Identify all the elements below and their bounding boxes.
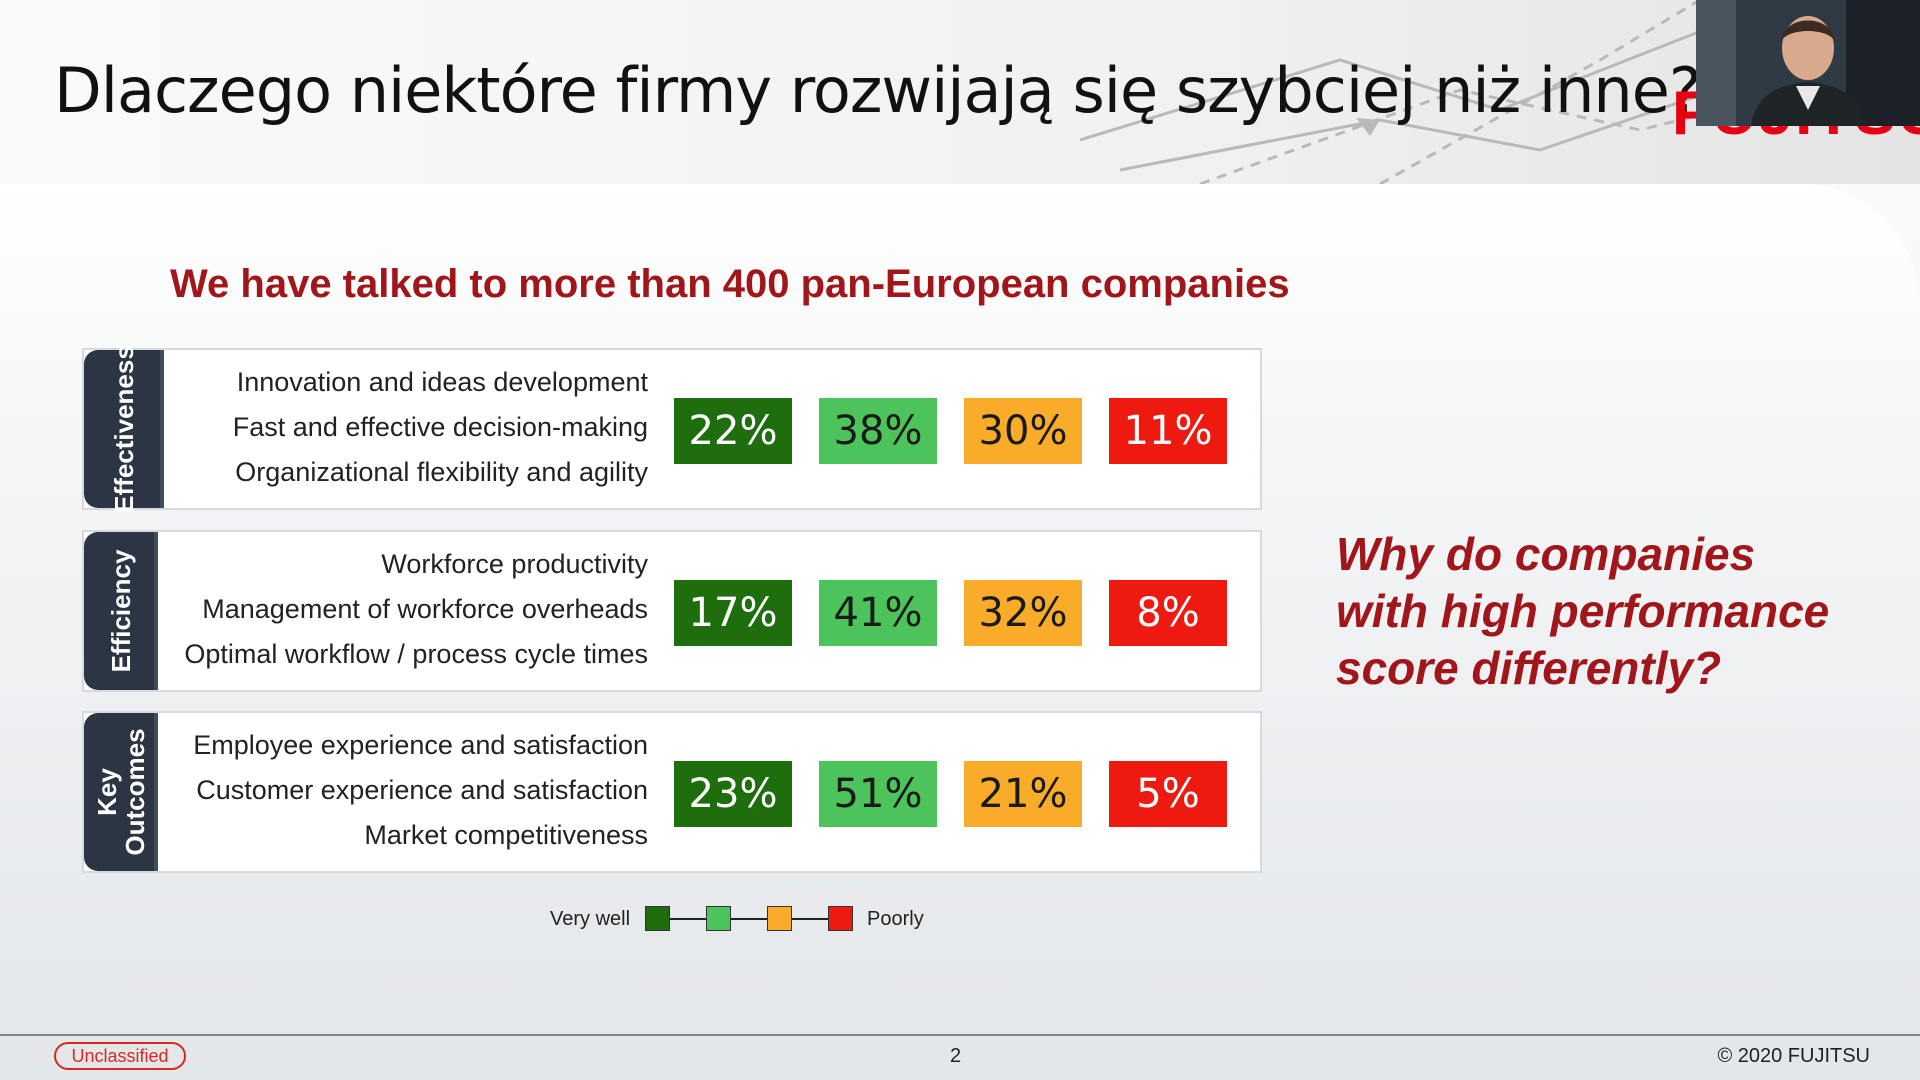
score-somewhat: 32% bbox=[964, 580, 1082, 646]
copyright-text: © 2020 FUJITSU bbox=[1717, 1045, 1870, 1067]
score-very-well: 23% bbox=[674, 761, 792, 827]
presenter-webcam bbox=[1696, 0, 1920, 126]
score-somewhat: 30% bbox=[964, 398, 1082, 464]
legend-swatch-very-well bbox=[645, 906, 670, 931]
list-item: Market competitiveness bbox=[364, 820, 648, 850]
row-efficiency: Efficiency Workforce productivity Manage… bbox=[82, 530, 1262, 692]
legend-connector bbox=[670, 918, 706, 920]
legend-connector bbox=[792, 918, 828, 920]
callout-question: Why do companies with high performance s… bbox=[1336, 528, 1830, 694]
list-item: Employee experience and satisfaction bbox=[193, 730, 648, 760]
legend-swatch-well bbox=[706, 906, 731, 931]
category-text: Key Outcomes bbox=[92, 728, 150, 856]
item-list: Workforce productivity Management of wor… bbox=[184, 542, 648, 677]
score-well: 38% bbox=[819, 398, 937, 464]
legend-swatch-poorly bbox=[828, 906, 853, 931]
score-very-well: 22% bbox=[674, 398, 792, 464]
category-label-key-outcomes: Key Outcomes bbox=[84, 713, 158, 871]
score-poorly: 8% bbox=[1109, 580, 1227, 646]
legend-swatch-somewhat bbox=[767, 906, 792, 931]
list-item: Management of workforce overheads bbox=[202, 594, 648, 624]
category-text: Efficiency bbox=[106, 549, 136, 673]
score-well: 41% bbox=[819, 580, 937, 646]
item-list: Innovation and ideas development Fast an… bbox=[233, 360, 648, 495]
row-effectiveness: Effectiveness Innovation and ideas devel… bbox=[82, 345, 1262, 513]
list-item: Innovation and ideas development bbox=[236, 367, 648, 397]
classification-badge: Unclassified bbox=[54, 1042, 186, 1070]
list-item: Organizational flexibility and agility bbox=[235, 457, 648, 487]
legend-label-poorly: Poorly bbox=[867, 908, 924, 930]
footer-divider bbox=[0, 1034, 1920, 1036]
list-item: Customer experience and satisfaction bbox=[196, 775, 648, 805]
category-line-2: Outcomes bbox=[120, 728, 150, 856]
list-item: Optimal workflow / process cycle times bbox=[184, 639, 648, 669]
category-label-effectiveness: Effectiveness bbox=[84, 345, 164, 513]
score-poorly: 11% bbox=[1109, 398, 1227, 464]
category-label-efficiency: Efficiency bbox=[84, 532, 158, 690]
presenter-image bbox=[1696, 0, 1920, 126]
score-poorly: 5% bbox=[1109, 761, 1227, 827]
category-text: Effectiveness bbox=[109, 345, 139, 513]
subtitle: We have talked to more than 400 pan-Euro… bbox=[170, 262, 1290, 306]
score-well: 51% bbox=[819, 761, 937, 827]
item-list: Employee experience and satisfaction Cus… bbox=[193, 723, 648, 858]
page-number: 2 bbox=[950, 1045, 962, 1067]
slide-header: Dlaczego niektóre firmy rozwijają się sz… bbox=[0, 0, 1920, 184]
legend-connector bbox=[731, 918, 767, 920]
legend-label-very-well: Very well bbox=[550, 908, 631, 930]
list-item: Fast and effective decision-making bbox=[232, 412, 648, 442]
slide-title: Dlaczego niektóre firmy rozwijają się sz… bbox=[54, 54, 1702, 127]
score-somewhat: 21% bbox=[964, 761, 1082, 827]
row-key-outcomes: Key Outcomes Employee experience and sat… bbox=[82, 711, 1262, 873]
score-very-well: 17% bbox=[674, 580, 792, 646]
category-line-1: Key bbox=[92, 768, 122, 816]
list-item: Workforce productivity bbox=[381, 549, 648, 579]
